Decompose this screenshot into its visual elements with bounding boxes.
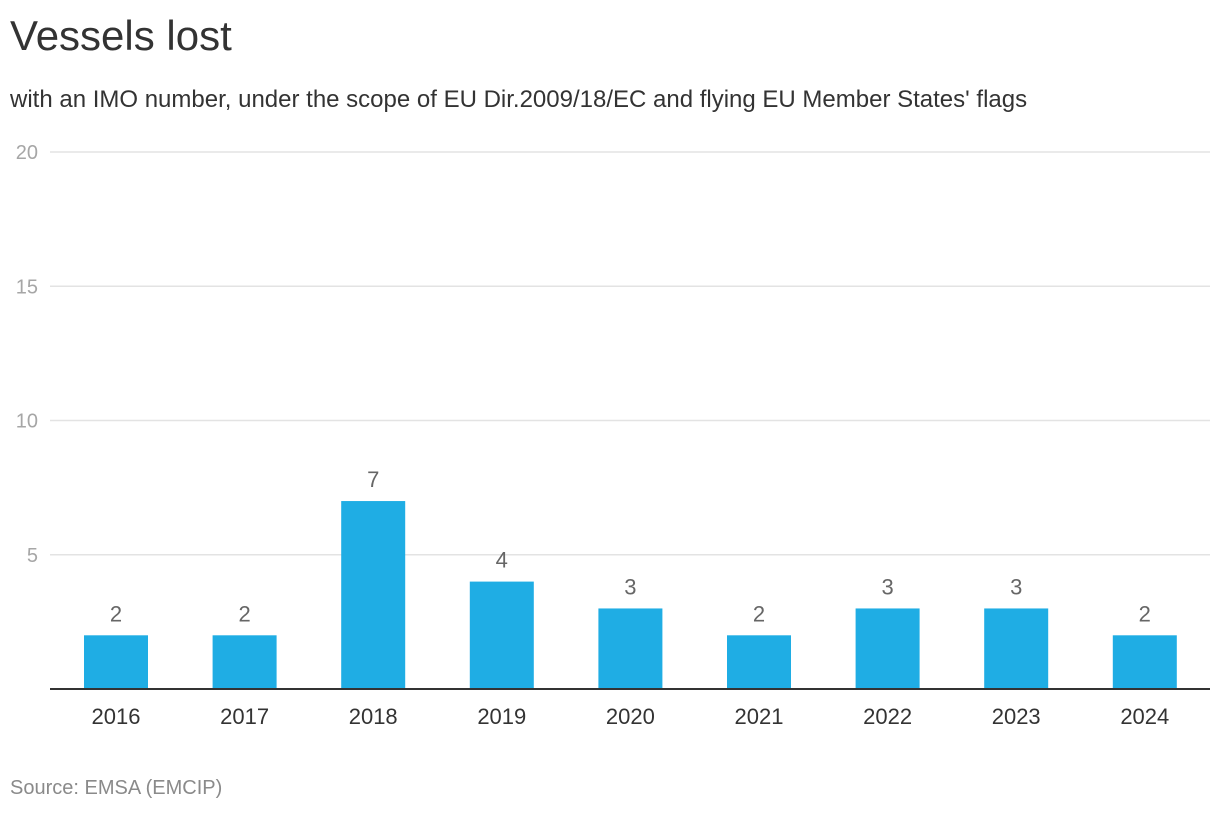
y-tick-label: 10 xyxy=(16,411,38,433)
data-label-2023: 3 xyxy=(1010,574,1022,599)
chart-subtitle: with an IMO number, under the scope of E… xyxy=(10,86,1028,113)
x-axis-ticks: 2016 2017 2018 2019 2020 2021 2022 2023 2024 xyxy=(92,704,1170,729)
data-label-2020: 3 xyxy=(624,574,636,599)
data-label-2018: 7 xyxy=(367,467,379,492)
x-tick-label-2024: 2024 xyxy=(1120,704,1169,729)
x-tick-label-2022: 2022 xyxy=(863,704,912,729)
x-tick-label-2016: 2016 xyxy=(92,704,141,729)
x-tick-label-2017: 2017 xyxy=(220,704,269,729)
x-tick-label-2019: 2019 xyxy=(477,704,526,729)
data-label-2016: 2 xyxy=(110,601,122,626)
x-tick-label-2021: 2021 xyxy=(735,704,784,729)
y-axis-ticks: 5 10 15 20 xyxy=(16,142,38,567)
y-tick-label: 15 xyxy=(16,276,38,298)
data-label-2017: 2 xyxy=(238,601,250,626)
bar-2020 xyxy=(598,608,663,689)
x-tick-label-2023: 2023 xyxy=(992,704,1041,729)
bar-2021 xyxy=(727,635,791,689)
y-tick-label: 20 xyxy=(16,142,38,164)
x-tick-label-2018: 2018 xyxy=(349,704,398,729)
bar-2023 xyxy=(984,608,1049,689)
gridlines xyxy=(50,151,1210,556)
data-label-2021: 2 xyxy=(753,601,765,626)
bar-2024 xyxy=(1112,635,1177,689)
bar-2018 xyxy=(341,501,406,689)
bar-2022 xyxy=(855,608,920,689)
bar-2017 xyxy=(212,635,277,689)
data-label-2019: 4 xyxy=(496,548,508,573)
source-note: Source: EMSA (EMCIP) xyxy=(10,777,223,799)
y-tick-label: 5 xyxy=(27,545,38,567)
x-tick-label-2020: 2020 xyxy=(606,704,655,729)
data-label-2024: 2 xyxy=(1139,601,1151,626)
chart-title: Vessels lost xyxy=(10,12,232,59)
bars xyxy=(84,501,1177,689)
data-label-2022: 3 xyxy=(881,574,893,599)
bar-2016 xyxy=(84,635,148,689)
bar-2019 xyxy=(469,581,534,689)
data-labels: 2 2 7 4 3 2 3 3 2 xyxy=(110,467,1151,626)
